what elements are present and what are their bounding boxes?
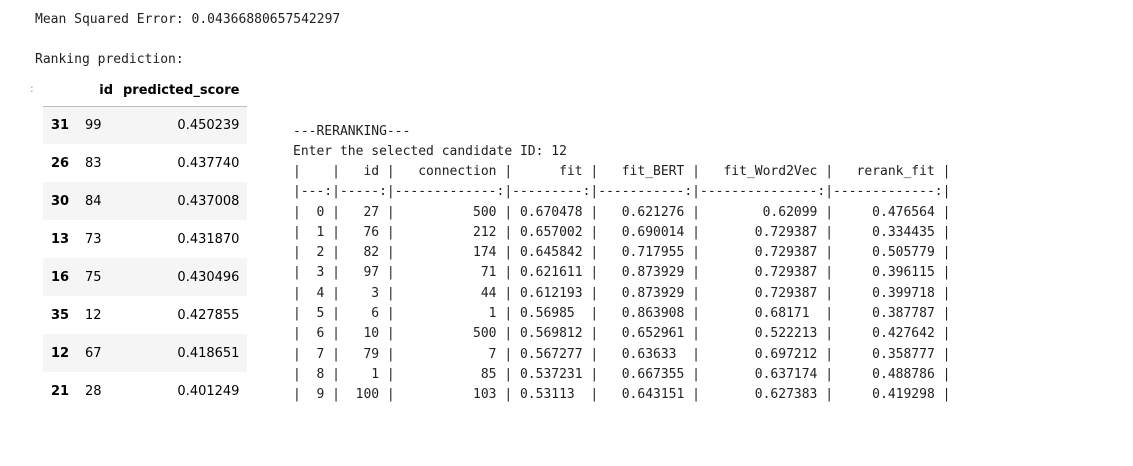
row-predicted-score: 0.437008: [177, 193, 240, 209]
row-id: 28: [85, 383, 102, 399]
row-index: 31: [51, 117, 70, 133]
rerank-output: ---RERANKING--- Enter the selected candi…: [293, 122, 950, 406]
row-id: 75: [85, 269, 102, 285]
rerank-table-row: | 9 | 100 | 103 | 0.53113 | 0.643151 | 0…: [293, 387, 951, 403]
table-row: 13 73 0.431870: [43, 220, 247, 258]
row-predicted-score: 0.418651: [177, 345, 240, 361]
row-index: 13: [51, 231, 70, 247]
rerank-table-row: | 4 | 3 | 44 | 0.612193 | 0.873929 | 0.7…: [293, 285, 951, 301]
table-row: 35 12 0.427855: [43, 296, 247, 334]
ranking-label: Ranking prediction:: [35, 52, 184, 67]
row-predicted-score: 0.450239: [177, 117, 240, 133]
prediction-dataframe: id predicted_score 31 99 0.450239 26 83 0.437…: [43, 76, 248, 410]
row-index: 12: [51, 345, 70, 361]
rerank-table-row: | 7 | 79 | 7 | 0.567277 | 0.63633 | 0.69…: [293, 346, 951, 362]
rerank-header: ---RERANKING---: [293, 124, 411, 139]
table-row: 16 75 0.430496: [43, 258, 248, 296]
row-id: 99: [85, 117, 102, 133]
row-predicted-score: 0.431870: [177, 231, 240, 247]
rerank-table-row: | 5 | 6 | 1 | 0.56985 | 0.863908 | 0.681…: [293, 306, 951, 322]
row-index: 30: [51, 193, 70, 209]
row-index: 21: [51, 383, 70, 399]
row-id: 84: [85, 193, 102, 209]
rerank-table-row: | 3 | 97 | 71 | 0.621611 | 0.873929 | 0.…: [293, 265, 951, 281]
table-row: 12 67 0.418651: [43, 334, 248, 372]
row-id: 73: [85, 231, 102, 247]
row-id: 12: [85, 307, 102, 323]
id-header: id: [85, 76, 115, 107]
row-predicted-score: 0.430496: [177, 269, 240, 285]
rerank-table: | | id | connection | fit | fit_BERT | f…: [293, 162, 950, 406]
row-index: 26: [51, 155, 70, 171]
row-index: 35: [51, 307, 70, 323]
mse-output: Mean Squared Error: 0.04366880657542297: [35, 12, 341, 27]
rerank-table-row: | 1 | 76 | 212 | 0.657002 | 0.690014 | 0…: [293, 224, 951, 240]
table-row: 30 84 0.437008: [43, 182, 248, 220]
row-index: 16: [51, 269, 70, 285]
index-header: [43, 76, 85, 107]
row-id: 67: [85, 345, 102, 361]
rerank-table-row: | 0 | 27 | 500 | 0.670478 | 0.621276 | 0…: [293, 204, 951, 220]
output-prompt-marker[interactable]: :: [30, 82, 34, 95]
table-row: 26 83 0.437740: [43, 144, 247, 182]
table-row: 21 28 0.401249: [43, 372, 247, 410]
rerank-table-row: | 6 | 10 | 500 | 0.569812 | 0.652961 | 0…: [293, 326, 951, 342]
table-row: 31 99 0.450239: [43, 106, 248, 144]
rerank-table-row: | 8 | 1 | 85 | 0.537231 | 0.667355 | 0.6…: [293, 366, 951, 382]
rerank-table-row: | 2 | 82 | 174 | 0.645842 | 0.717955 | 0…: [293, 245, 951, 261]
rerank-table-separator: |---:|-----:|-------------:|---------:|-…: [293, 184, 951, 200]
predicted-score-header: predicted_score: [115, 76, 248, 107]
rerank-table-header: | | id | connection | fit | fit_BERT | f…: [293, 164, 951, 179]
row-predicted-score: 0.401249: [177, 383, 240, 399]
row-id: 83: [85, 155, 102, 171]
row-predicted-score: 0.437740: [177, 155, 240, 171]
row-predicted-score: 0.427855: [177, 307, 240, 323]
candidate-prompt: Enter the selected candidate ID: 12: [293, 144, 567, 159]
dataframe-header-row: id predicted_score: [43, 76, 248, 107]
